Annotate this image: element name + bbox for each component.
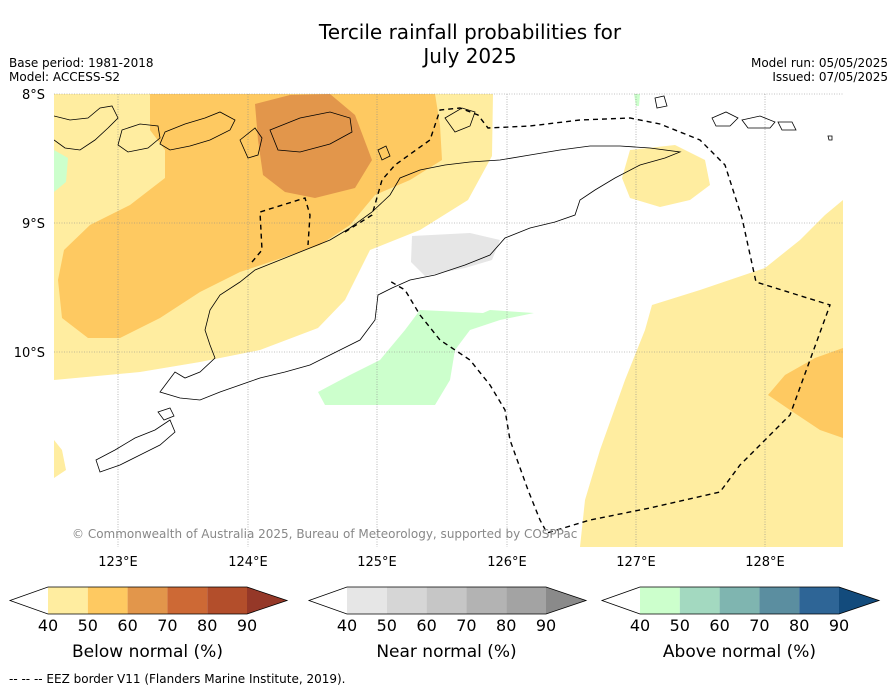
coastline-timor	[159, 145, 682, 401]
colorbar-tick-label: 90	[829, 616, 849, 635]
title-line-2: July 2025	[423, 44, 517, 68]
probability-shading	[54, 94, 843, 547]
graticule	[54, 93, 843, 547]
eez-border-timor-leste	[344, 107, 831, 534]
colorbar-title: Below normal (%)	[72, 642, 223, 662]
lon-label-128e: 128°E	[745, 555, 785, 570]
colorbar-near-normal: 40 50 60 70 80 90 Near normal (%)	[307, 586, 588, 662]
colorbar-tick-label: 60	[416, 616, 436, 635]
colorbar-swatch	[386, 587, 427, 614]
coastline-moa	[741, 115, 776, 129]
colorbar-swatch	[426, 587, 467, 614]
eez-border-oecusse	[251, 197, 311, 263]
colorbar-outline	[600, 586, 881, 615]
below-normal-40-patch-west	[54, 440, 66, 478]
lat-label-8s: 8°S	[22, 88, 45, 103]
below-normal-40-region-se	[580, 200, 843, 547]
coastline-pantar	[239, 127, 263, 159]
coastline-wetar	[444, 107, 476, 133]
colorbar-under-triangle	[602, 587, 640, 614]
coastline-flores	[54, 105, 119, 151]
colorbar-swatch	[347, 587, 387, 614]
colorbar-tick-label: 90	[237, 616, 257, 635]
colorbar-tick-label: 70	[456, 616, 476, 635]
colorbar-tick-label: 40	[38, 616, 58, 635]
colorbar-swatch	[207, 587, 247, 614]
colorbar-tick-label: 90	[536, 616, 556, 635]
colorbar-tick-label: 60	[117, 616, 137, 635]
lat-label-10s: 10°S	[14, 346, 45, 361]
lon-label-126e: 126°E	[487, 555, 527, 570]
coastline-solor	[117, 123, 161, 153]
lon-label-125e: 125°E	[357, 555, 397, 570]
colorbar-swatch	[466, 587, 507, 614]
colorbar-below-normal: 40 50 60 70 80 90 Below normal (%)	[8, 586, 289, 662]
colorbar-swatch	[799, 587, 839, 614]
colorbar-tick-label: 80	[496, 616, 516, 635]
coastline-lakor	[777, 121, 797, 131]
issued-date: Issued: 07/05/2025	[772, 70, 888, 84]
colorbar-tick-label: 70	[749, 616, 769, 635]
below-normal-50-region-east	[768, 348, 843, 438]
coastline-rote	[95, 419, 176, 473]
colorbar-over-triangle	[839, 587, 879, 614]
lon-label-127e: 127°E	[616, 555, 656, 570]
colorbar-outline	[307, 586, 588, 615]
colorbar-tick-label: 80	[197, 616, 217, 635]
coastline-kisar	[654, 95, 668, 109]
map-title: Tercile rainfall probabilities for July …	[0, 20, 896, 68]
colorbar-swatch	[759, 587, 800, 614]
above-normal-40-patch-west	[54, 150, 68, 192]
colorbar-swatch	[127, 587, 168, 614]
colorbar-above-normal: 40 50 60 70 80 90 Above normal (%)	[600, 586, 881, 662]
colorbar-title: Above normal (%)	[663, 642, 816, 662]
lon-label-123e: 123°E	[98, 555, 138, 570]
colorbar-over-triangle	[247, 587, 287, 614]
coastline-lembata	[159, 111, 236, 151]
coastline-small	[827, 135, 833, 141]
colorbar-tick-label: 80	[789, 616, 809, 635]
colorbar-over-triangle	[546, 587, 586, 614]
near-normal-40-region	[411, 233, 500, 276]
colorbar-tick-label: 40	[630, 616, 650, 635]
coastline-alor	[269, 111, 353, 153]
colorbar-outline	[8, 586, 289, 615]
model-name: Model: ACCESS-S2	[9, 70, 121, 84]
title-line-1: Tercile rainfall probabilities for	[318, 20, 622, 44]
lat-label-9s: 9°S	[22, 217, 45, 232]
colorbar-swatch	[719, 587, 760, 614]
above-normal-40-region-south	[318, 310, 534, 405]
colorbar-under-triangle	[10, 587, 48, 614]
above-normal-40-patch-north	[634, 94, 640, 106]
below-normal-40-patch-ne	[622, 145, 710, 207]
lon-label-124e: 124°E	[228, 555, 268, 570]
coastline-atauro	[377, 145, 391, 161]
below-normal-60-region	[255, 94, 372, 198]
colorbar-tick-label: 40	[337, 616, 357, 635]
coastlines	[54, 95, 833, 473]
colorbar-swatch	[506, 587, 546, 614]
meta-left: Base period: 1981-2018 Model: ACCESS-S2	[9, 56, 154, 84]
colorbar-tick-label: 50	[670, 616, 690, 635]
copyright-notice: © Commonwealth of Australia 2025, Bureau…	[72, 527, 578, 541]
meta-right: Model run: 05/05/2025 Issued: 07/05/2025	[751, 56, 888, 84]
eez-legend-note: -- -- -- EEZ border V11 (Flanders Marine…	[9, 672, 346, 686]
coastline-semau	[157, 407, 175, 421]
eez-borders	[251, 107, 831, 534]
base-period: Base period: 1981-2018	[9, 56, 154, 70]
colorbar-tick-label: 50	[78, 616, 98, 635]
colorbar-tick-label: 60	[709, 616, 729, 635]
colorbar-title: Near normal (%)	[376, 642, 516, 662]
colorbar-swatch	[48, 587, 88, 614]
coastline-leti	[711, 111, 739, 127]
colorbar-tick-label: 70	[157, 616, 177, 635]
colorbar-swatch	[167, 587, 208, 614]
colorbar-swatch	[87, 587, 128, 614]
colorbar-tick-label: 50	[377, 616, 397, 635]
colorbar-under-triangle	[309, 587, 347, 614]
colorbar-swatch	[679, 587, 720, 614]
colorbar-swatch	[640, 587, 680, 614]
model-run: Model run: 05/05/2025	[750, 56, 888, 70]
